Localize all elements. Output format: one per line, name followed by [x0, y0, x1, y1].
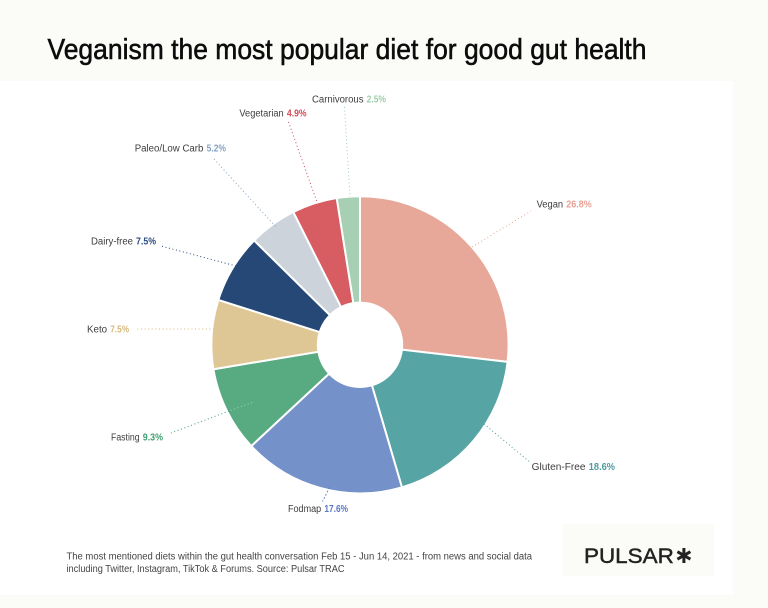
svg-text:17.6%: 17.6% [324, 504, 348, 515]
svg-text:18.6%: 18.6% [589, 462, 615, 473]
svg-text:PULSAR: PULSAR [584, 545, 674, 568]
svg-text:9.3%: 9.3% [143, 433, 163, 444]
svg-text:Gluten-Free: Gluten-Free [532, 462, 586, 473]
svg-text:Veganism the most popular diet: Veganism the most popular diet for good … [48, 34, 647, 66]
svg-text:4.9%: 4.9% [287, 109, 307, 120]
svg-text:Fasting: Fasting [111, 433, 140, 444]
svg-text:Keto: Keto [87, 325, 108, 336]
svg-text:Paleo/Low Carb: Paleo/Low Carb [135, 144, 204, 155]
svg-text:Vegan: Vegan [537, 200, 564, 211]
svg-text:26.8%: 26.8% [566, 200, 592, 211]
svg-text:2.5%: 2.5% [367, 94, 386, 105]
svg-text:5.2%: 5.2% [207, 144, 226, 155]
svg-text:The most mentioned diets withi: The most mentioned diets within the gut … [67, 551, 533, 562]
svg-text:including Twitter, Instagram,: including Twitter, Instagram, TikTok & F… [67, 564, 345, 575]
svg-text:Vegetarian: Vegetarian [239, 109, 283, 120]
svg-text:Carnivorous: Carnivorous [312, 94, 364, 105]
svg-text:Dairy-free: Dairy-free [91, 237, 133, 248]
svg-text:7.5%: 7.5% [110, 325, 129, 336]
svg-text:7.5%: 7.5% [136, 237, 156, 248]
svg-text:Fodmap: Fodmap [288, 504, 322, 515]
